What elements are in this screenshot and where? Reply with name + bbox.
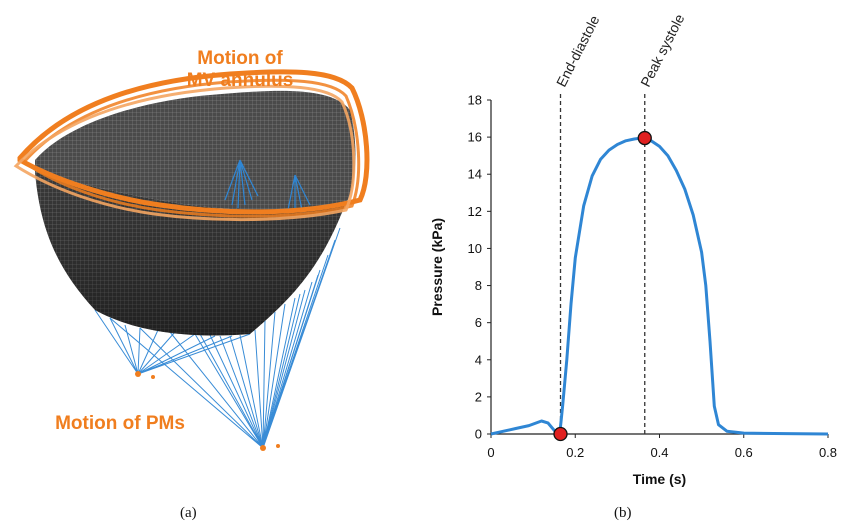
x-tick-label: 0.8	[819, 445, 837, 460]
event-label: End-diastole	[553, 13, 603, 90]
y-tick-label: 8	[475, 278, 482, 293]
y-tick-label: 10	[468, 241, 482, 256]
chordae-lines	[94, 227, 341, 449]
y-tick-label: 4	[475, 352, 482, 367]
annulus-rings	[13, 69, 370, 222]
x-tick-label: 0.2	[566, 445, 584, 460]
caption-a: (a)	[180, 505, 197, 521]
x-tick-label: 0.4	[650, 445, 668, 460]
pms-label: Motion of PMs	[55, 413, 185, 434]
event-marker	[553, 426, 568, 442]
pressure-curve	[490, 136, 829, 436]
event-markers	[553, 130, 652, 442]
event-label: Peak systole	[637, 11, 687, 89]
annulus-label: Motion of MV annulus	[165, 48, 315, 92]
event-marker	[637, 130, 652, 146]
papillary-muscle-points	[135, 371, 280, 451]
y-tick-label: 2	[475, 389, 482, 404]
y-tick-label: 14	[468, 167, 482, 182]
y-tick-label: 0	[475, 427, 482, 442]
y-tick-label: 12	[468, 204, 482, 219]
annulus-label-line1: Motion of	[197, 48, 283, 69]
x-tick-label: 0	[487, 445, 494, 460]
chart-axes	[487, 99, 829, 438]
y-tick-label: 6	[475, 315, 482, 330]
y-tick-labels: 0 2 4 6 8 10 12 14 16 18	[468, 93, 482, 442]
annulus-label-line2: MV annulus	[186, 70, 294, 91]
y-tick-label: 16	[468, 130, 482, 145]
x-tick-label: 0.6	[735, 445, 753, 460]
y-axis-title: Pressure (kPa)	[429, 218, 445, 316]
y-tick-label: 18	[468, 93, 482, 108]
pressure-chart: 0 2 4 6 8 10 12 14 16 18 0 0.2 0.4 0.6 0.8 End-diasto…	[429, 11, 837, 487]
x-axis-title: Time (s)	[633, 471, 686, 487]
mitral-valve-illustration	[13, 69, 370, 451]
x-tick-labels: 0 0.2 0.4 0.6 0.8	[487, 445, 837, 460]
caption-b: (b)	[614, 505, 632, 521]
event-lines: End-diastole Peak systole	[553, 11, 688, 434]
